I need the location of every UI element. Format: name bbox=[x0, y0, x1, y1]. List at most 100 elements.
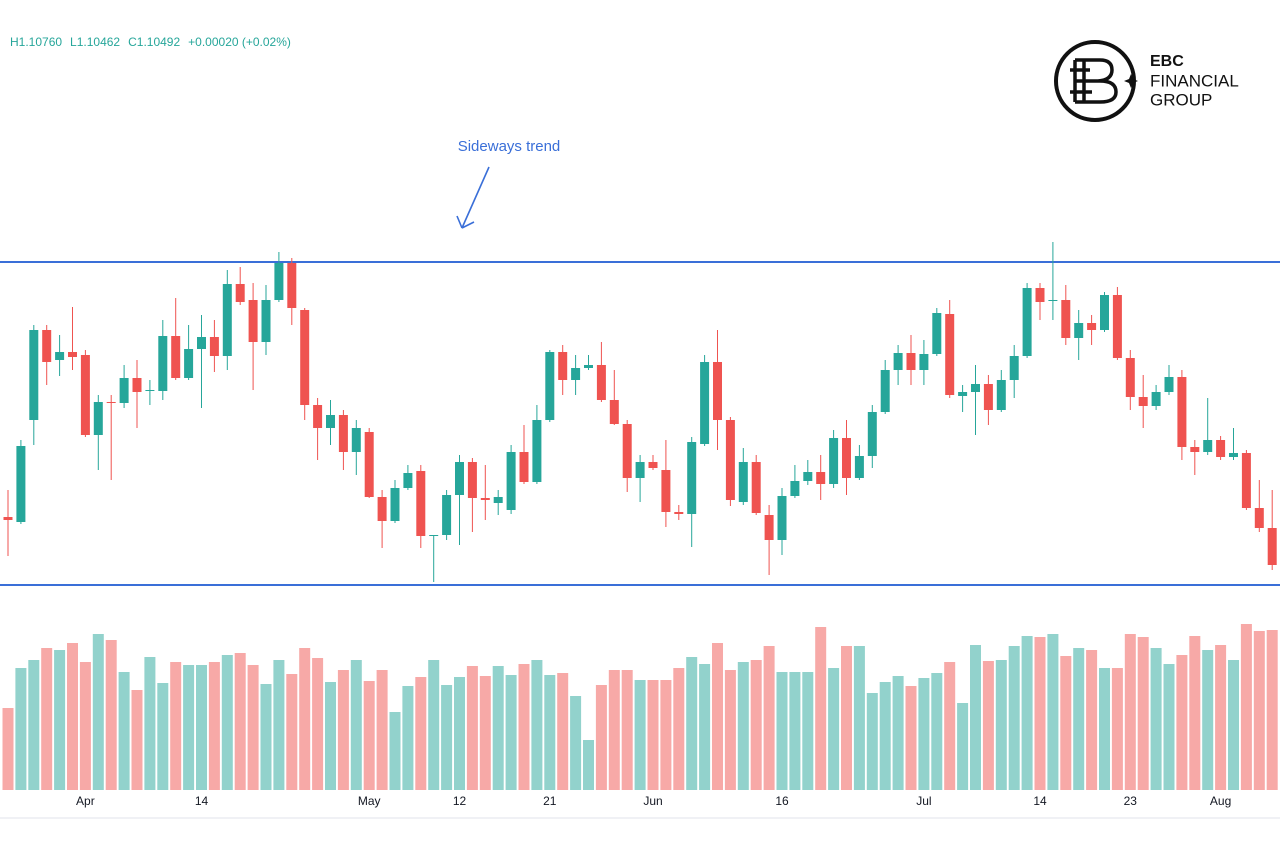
volume-bar bbox=[776, 672, 788, 790]
volume-bar bbox=[454, 677, 465, 790]
candle-body bbox=[1112, 295, 1122, 358]
candle-body bbox=[803, 472, 813, 481]
candle-body bbox=[1138, 397, 1148, 406]
candle-body bbox=[184, 349, 194, 378]
candle-body bbox=[945, 314, 955, 395]
x-tick-label: Aug bbox=[1210, 794, 1231, 808]
candle-body bbox=[519, 452, 529, 482]
volume-bar bbox=[724, 670, 736, 790]
candle-body bbox=[919, 354, 929, 370]
candle-body bbox=[958, 392, 968, 396]
volume-bar bbox=[196, 665, 207, 790]
candle-body bbox=[222, 284, 232, 356]
logo-mark bbox=[1070, 58, 1118, 104]
volume-bar bbox=[144, 657, 156, 790]
volume-bar bbox=[118, 672, 130, 790]
volume-bar bbox=[737, 662, 749, 790]
candle-body bbox=[635, 462, 645, 478]
volume-bar bbox=[802, 672, 814, 790]
volume-bar bbox=[686, 657, 698, 790]
candle-body bbox=[313, 405, 323, 428]
candle-body bbox=[248, 300, 258, 342]
candle-body bbox=[197, 337, 206, 349]
candle-body bbox=[235, 284, 245, 302]
volume-bar bbox=[1008, 646, 1020, 790]
candle-body bbox=[29, 330, 39, 420]
volume-bar bbox=[789, 672, 801, 790]
volume-bar bbox=[79, 662, 91, 790]
annotation-arrow bbox=[456, 166, 490, 229]
volume-bar bbox=[828, 668, 840, 790]
candle-body bbox=[932, 313, 942, 354]
volume-bar bbox=[402, 686, 414, 790]
volume-bar bbox=[660, 680, 672, 790]
volume-bar bbox=[970, 645, 981, 790]
volume-bar bbox=[170, 662, 182, 790]
x-tick-label: 12 bbox=[453, 794, 467, 808]
volume-bar bbox=[570, 696, 582, 790]
candle-body bbox=[725, 420, 735, 500]
candle-body bbox=[764, 515, 774, 540]
brand-line: FINANCIAL bbox=[1150, 71, 1239, 90]
volume-bar bbox=[221, 655, 233, 790]
candle-body bbox=[1035, 288, 1045, 302]
candle-body bbox=[68, 352, 77, 357]
candle-body bbox=[300, 310, 310, 405]
volume-bar bbox=[518, 664, 530, 790]
candle-body bbox=[261, 300, 271, 342]
candle-body bbox=[1190, 447, 1200, 452]
candle-body bbox=[171, 336, 181, 378]
volume-bar bbox=[1099, 668, 1110, 790]
volume-bar bbox=[1253, 631, 1265, 790]
candle-body bbox=[145, 390, 155, 391]
volume-bar bbox=[92, 634, 104, 790]
candle-body bbox=[1022, 288, 1032, 356]
volume-bar bbox=[67, 643, 78, 790]
volume-bar bbox=[673, 668, 685, 790]
candle-body bbox=[1241, 453, 1251, 508]
volume-bar bbox=[1228, 660, 1239, 790]
logo: EBC FINANCIAL GROUP bbox=[1054, 40, 1239, 122]
candle-body bbox=[571, 368, 581, 380]
volume-bar bbox=[131, 690, 143, 790]
candle-body bbox=[1087, 323, 1097, 330]
candle-body bbox=[274, 263, 284, 300]
candle-body bbox=[416, 471, 426, 536]
candle-body bbox=[338, 415, 348, 452]
logo-star bbox=[1124, 74, 1138, 88]
candle-body bbox=[558, 352, 568, 380]
candle-body bbox=[455, 462, 464, 495]
annotation: Sideways trend bbox=[458, 138, 561, 155]
volume-bar bbox=[2, 708, 14, 790]
candle-body bbox=[880, 370, 890, 412]
candle-body bbox=[751, 462, 761, 513]
volume-bar bbox=[1124, 634, 1136, 790]
candle-body bbox=[648, 462, 658, 468]
candle-body bbox=[584, 365, 593, 368]
volume-bar bbox=[1176, 655, 1188, 790]
volume-bar bbox=[944, 662, 956, 790]
volume-bar bbox=[1021, 636, 1033, 790]
volume-bar bbox=[1060, 656, 1072, 790]
candle-body bbox=[442, 495, 452, 535]
candle-body bbox=[467, 462, 477, 498]
volume-bar bbox=[441, 685, 453, 790]
candle-body bbox=[429, 535, 439, 536]
candle-body bbox=[829, 438, 839, 484]
ohlc-header: H1.10760 L1.10462 C1.10492 +0.00020 (+0.02%… bbox=[10, 35, 291, 49]
candle-body bbox=[1203, 440, 1213, 452]
volume-bar bbox=[492, 666, 504, 790]
candle-body bbox=[403, 473, 413, 488]
candle-body bbox=[390, 488, 400, 521]
x-tick-label: 14 bbox=[1033, 794, 1047, 808]
volume-bar bbox=[982, 661, 994, 790]
volume-bar bbox=[260, 684, 272, 790]
candle-body bbox=[687, 442, 697, 514]
candle-body bbox=[893, 353, 903, 370]
x-tick-label: 16 bbox=[775, 794, 789, 808]
volume-bar bbox=[1202, 650, 1214, 790]
candle-body bbox=[622, 424, 632, 478]
candle-body bbox=[1254, 508, 1264, 528]
volume-bar bbox=[15, 668, 27, 790]
